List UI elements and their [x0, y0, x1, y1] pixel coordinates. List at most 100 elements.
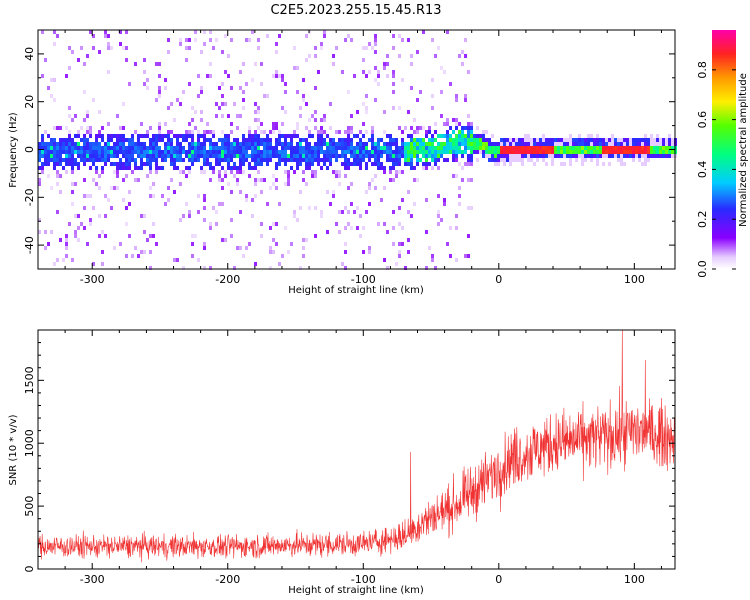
spectrogram-cell: [314, 174, 317, 178]
spectrogram-cell: [236, 142, 239, 146]
spectrogram-cell: [371, 130, 374, 134]
spectrogram-cell: [395, 170, 398, 174]
spectrogram-cell: [83, 62, 86, 66]
spectrogram-cell: [128, 162, 131, 166]
spectrogram-cell: [185, 202, 188, 206]
spectrogram-cell: [86, 130, 89, 134]
spectrogram-cell: [560, 142, 563, 146]
spectrogram-cell: [287, 174, 290, 178]
spectrogram-cell: [476, 146, 479, 150]
spectrogram-cell: [254, 166, 257, 170]
spectrogram-cell: [581, 146, 584, 150]
spectrogram-cell: [560, 146, 563, 150]
spectrogram-cell: [308, 118, 311, 122]
spectrogram-cell: [203, 42, 206, 46]
spectrogram-cell: [302, 78, 305, 82]
spectrogram-cell: [56, 146, 59, 150]
spectrogram-cell: [572, 150, 575, 154]
spectrogram-cell: [365, 162, 368, 166]
spectrogram-cell: [53, 30, 56, 34]
spectrogram-cell: [410, 162, 413, 166]
spectrogram-cell: [254, 130, 257, 134]
spectrogram-cell: [119, 134, 122, 138]
spectrogram-cell: [74, 114, 77, 118]
spectrogram-cell: [116, 114, 119, 118]
spectrogram-cell: [563, 142, 566, 146]
spectrogram-cell: [128, 138, 131, 142]
spectrogram-cell: [233, 150, 236, 154]
spectrogram-cell: [167, 134, 170, 138]
spectrogram-cell: [44, 158, 47, 162]
spectrogram-cell: [308, 54, 311, 58]
spectrogram-cell: [587, 134, 590, 138]
spectrogram-cell: [203, 146, 206, 150]
spectrogram-cell: [518, 142, 521, 146]
spectrogram-cell: [464, 54, 467, 58]
spectrogram-cell: [185, 38, 188, 42]
spectrogram-cell: [488, 142, 491, 146]
spectrogram-cell: [140, 214, 143, 218]
spectrogram-cell: [44, 154, 47, 158]
spectrogram-cell: [470, 126, 473, 130]
spectrogram-cell: [569, 138, 572, 142]
spectrogram-cell: [458, 162, 461, 166]
spectrogram-cell: [281, 154, 284, 158]
spectrogram-cell: [365, 46, 368, 50]
spectrogram-cell: [74, 234, 77, 238]
spectrogram-cell: [395, 142, 398, 146]
spectrogram-cell: [254, 142, 257, 146]
spectrogram-cell: [443, 150, 446, 154]
spectrogram-cell: [437, 210, 440, 214]
snr-background: [38, 330, 675, 569]
spectrogram-cell: [47, 174, 50, 178]
spectrogram-cell: [437, 222, 440, 226]
spectrogram-cell: [548, 142, 551, 146]
spectrogram-cell: [632, 154, 635, 158]
spectrogram-cell: [188, 150, 191, 154]
spectrogram-cell: [317, 154, 320, 158]
spectrogram-cell: [41, 166, 44, 170]
spectrogram-cell: [296, 146, 299, 150]
spectrogram-cell: [122, 154, 125, 158]
spectrogram-cell: [344, 242, 347, 246]
spectrogram-cell: [86, 146, 89, 150]
spectrogram-cell: [56, 162, 59, 166]
spectrogram-cell: [74, 158, 77, 162]
spectrogram-cell: [275, 50, 278, 54]
spectrogram-cell: [542, 154, 545, 158]
spectrogram-cell: [380, 198, 383, 202]
spectrogram-cell: [491, 154, 494, 158]
spectrogram-cell: [380, 138, 383, 142]
spectrogram-cell: [395, 150, 398, 154]
spectrogram-cell: [323, 30, 326, 34]
spectrogram-cell: [212, 134, 215, 138]
spectrogram-cell: [137, 166, 140, 170]
spectrogram-cell: [437, 166, 440, 170]
spectrogram-cell: [248, 166, 251, 170]
spectrogram-cell: [218, 106, 221, 110]
spectrogram-cell: [287, 142, 290, 146]
spectrogram-cell: [419, 150, 422, 154]
spectrogram-cell: [671, 146, 674, 150]
spectrogram-cell: [149, 166, 152, 170]
spectrogram-cell: [125, 150, 128, 154]
spectrogram-cell: [347, 130, 350, 134]
spectrogram-cell: [323, 114, 326, 118]
spectrogram-cell: [620, 158, 623, 162]
spectrogram-cell: [80, 154, 83, 158]
spectrogram-cell: [80, 138, 83, 142]
spectrogram-cell: [146, 158, 149, 162]
spectrogram-cell: [71, 138, 74, 142]
spectrogram-cell: [62, 138, 65, 142]
spectrogram-cell: [644, 162, 647, 166]
spectrogram-cell: [164, 86, 167, 90]
spectrogram-cell: [149, 146, 152, 150]
spectrogram-cell: [356, 162, 359, 166]
spectrogram-cell: [41, 134, 44, 138]
spectrogram-cell: [311, 170, 314, 174]
spectrogram-cell: [494, 158, 497, 162]
spectrogram-cell: [389, 178, 392, 182]
spectrogram-cell: [425, 150, 428, 154]
spectrogram-cell: [638, 158, 641, 162]
